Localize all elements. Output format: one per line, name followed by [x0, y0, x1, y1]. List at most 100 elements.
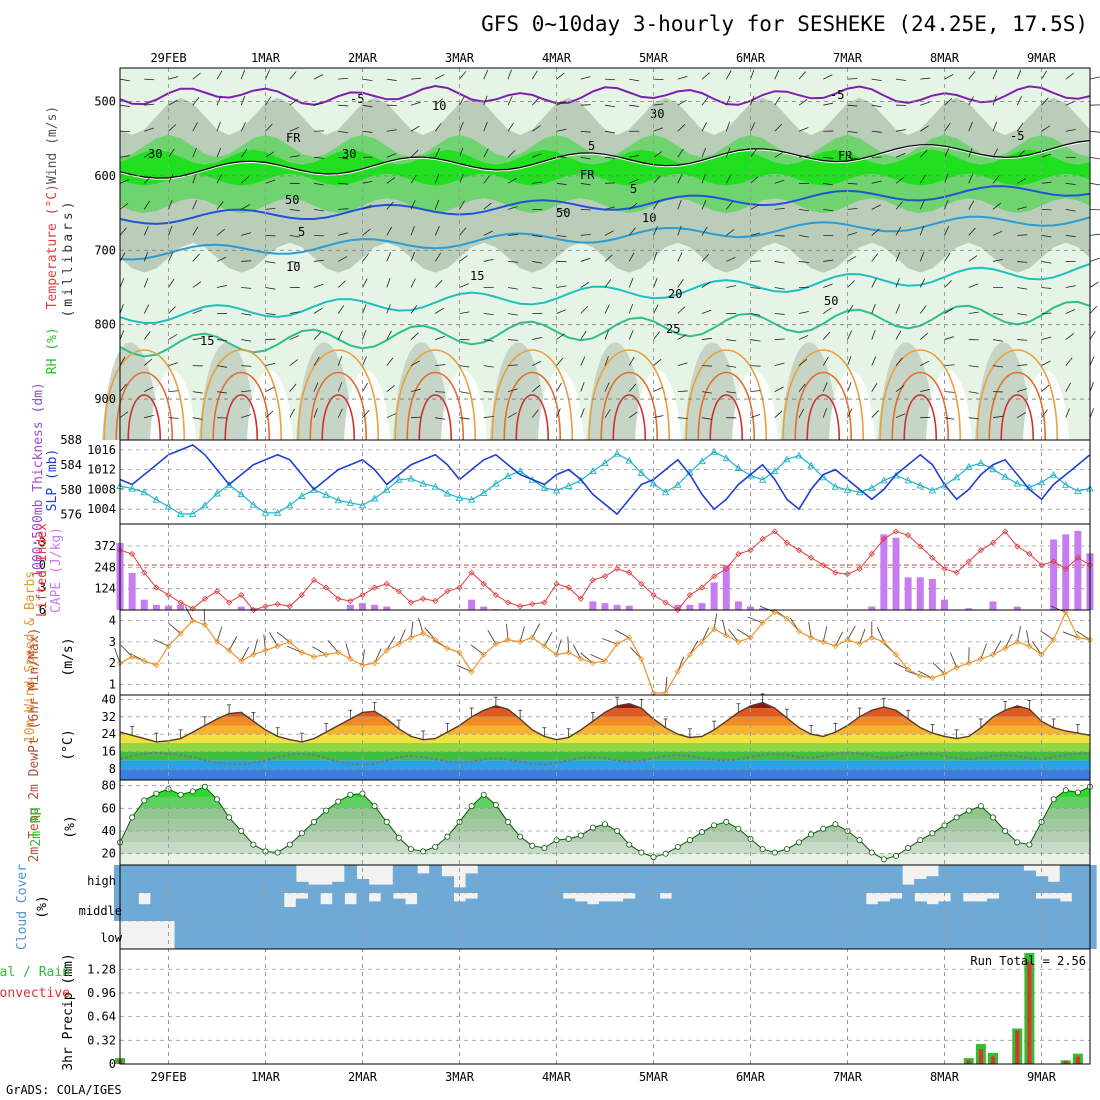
contour-label: 15 — [200, 334, 214, 348]
wind-barb — [750, 95, 755, 106]
li-point — [189, 605, 196, 612]
cloud-cell — [344, 921, 358, 949]
cloud-cell — [574, 901, 588, 921]
wind-point — [929, 674, 936, 682]
thickness-point — [140, 488, 149, 496]
wind-barb — [895, 201, 903, 210]
wind-barb — [265, 235, 276, 237]
wind-barb — [895, 252, 901, 262]
slp-axis-ticks: 1016 1012 1008 1004 588 584 580 576 — [60, 433, 116, 522]
wind-barb — [1017, 261, 1028, 263]
wind-barb — [1041, 181, 1052, 184]
temperature-panel: 40 32 24 16 8 — [102, 692, 1091, 780]
wind-point — [189, 617, 196, 624]
bottom-date-label: 2MAR — [348, 1070, 378, 1084]
wind-barb — [168, 334, 178, 340]
rh-point — [565, 835, 572, 842]
cloud-cell — [914, 879, 927, 893]
wind-barb — [604, 156, 615, 159]
cloud-cell — [708, 921, 721, 949]
li-point — [1050, 558, 1057, 565]
li-point — [723, 565, 730, 572]
rh-point — [286, 841, 293, 848]
surface-barb — [1076, 630, 1091, 641]
cloud-cell — [562, 921, 576, 949]
wind-barb — [677, 279, 684, 288]
thickness-point — [479, 488, 488, 496]
cloud-cell — [586, 904, 600, 921]
wind-barb — [386, 252, 392, 262]
wind-barb — [798, 155, 809, 158]
wind-barb — [192, 72, 201, 80]
wind-barb — [580, 408, 585, 418]
thickness-point — [698, 457, 706, 465]
cape-bar — [686, 604, 694, 610]
thickness-point — [783, 455, 791, 463]
wind-barb — [507, 122, 514, 132]
wind-barb — [968, 283, 979, 288]
wind-barb — [192, 417, 203, 420]
wind-barb — [434, 148, 441, 158]
rh-tick-label: 80 — [102, 779, 116, 793]
wind-barb — [216, 285, 227, 288]
rh-point — [614, 828, 621, 835]
wind-barb — [628, 383, 637, 392]
contour-label: -5 — [350, 92, 364, 106]
wind-barb — [1089, 233, 1100, 236]
cloud-cell — [720, 921, 733, 949]
wind-point — [577, 655, 584, 662]
cape-ylabel-left: Lifted Index — [35, 523, 50, 617]
wind-barb — [968, 96, 974, 106]
wind-barb — [119, 411, 129, 418]
wind-barb — [1089, 281, 1099, 288]
wind-barb — [337, 330, 343, 340]
wind-barb — [483, 121, 488, 132]
thickness-point — [492, 479, 500, 487]
li-point — [444, 588, 451, 595]
wind-barb — [798, 359, 808, 366]
wind-point — [504, 636, 512, 643]
surface-barb — [1031, 641, 1042, 655]
wind-barb — [1041, 336, 1052, 340]
wind-barb — [483, 202, 492, 210]
wind-barb — [823, 102, 834, 106]
wind-barb — [968, 147, 973, 158]
wind-barb — [604, 104, 615, 108]
slp-tick-right: 1012 — [87, 463, 116, 477]
cloud-cell — [574, 921, 588, 949]
cloud-cell — [283, 907, 297, 921]
wind-barb — [1041, 409, 1048, 418]
rh-point — [153, 790, 160, 797]
cloud-cell — [538, 865, 552, 893]
wind-barb — [1065, 408, 1070, 418]
wind-barb — [265, 362, 276, 366]
contour-label: 50 — [556, 206, 570, 220]
wind-barb — [920, 125, 929, 132]
cloud-cell — [429, 865, 442, 893]
cloud-cell — [501, 893, 515, 921]
thickness-point — [310, 485, 318, 493]
cloud-cell — [635, 893, 649, 921]
wind-barb — [919, 332, 929, 340]
wind-barb — [944, 148, 950, 158]
wind-barb — [944, 199, 949, 210]
wind-barb — [362, 104, 373, 108]
cloud-cell — [805, 893, 818, 921]
wind-barb — [629, 178, 639, 184]
wind-barb — [726, 257, 736, 262]
rh-column — [878, 342, 936, 440]
wind-barb — [604, 409, 611, 418]
wind-barb — [701, 281, 711, 288]
wind-barb — [143, 251, 149, 262]
bottom-date-label: 7MAR — [833, 1070, 863, 1084]
wind-barb — [119, 179, 130, 184]
cape-tick-right: 124 — [94, 582, 116, 596]
cloud-cell — [320, 884, 333, 893]
wind-barb — [701, 417, 712, 420]
cloud-cell — [999, 921, 1012, 949]
wind-barb — [774, 151, 784, 158]
cloud-cell — [841, 893, 855, 921]
rh-point — [1074, 789, 1081, 796]
wind-tick-label: 2 — [109, 656, 116, 670]
thickness-point — [1001, 472, 1009, 480]
